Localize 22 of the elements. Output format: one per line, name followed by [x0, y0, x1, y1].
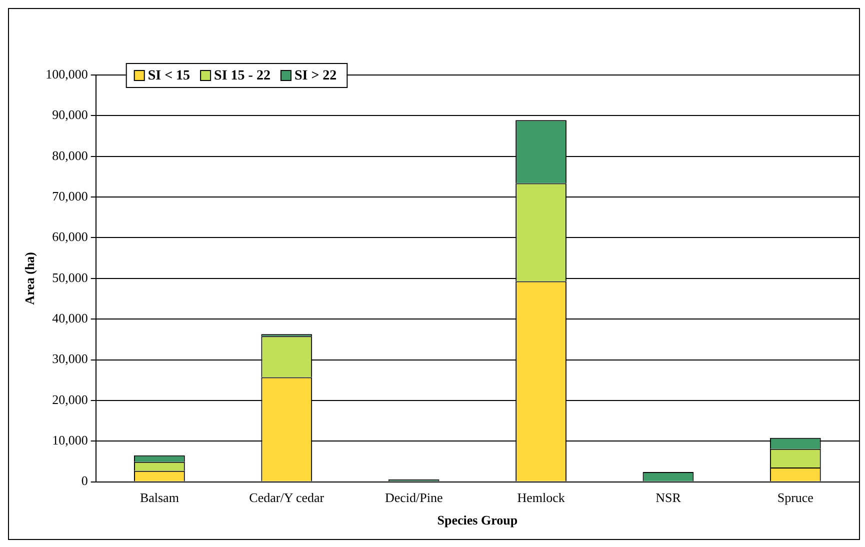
x-tick-label: Spruce: [777, 490, 814, 506]
y-tick-label: 40,000: [52, 310, 88, 326]
y-tick-label: 50,000: [52, 270, 88, 285]
y-tick-label: 10,000: [52, 432, 88, 448]
x-tick-label: Decid/Pine: [384, 490, 443, 506]
y-tick-label: 20,000: [52, 392, 88, 407]
x-tick-label: Cedar/Y cedar: [249, 490, 325, 506]
x-tick-label: NSR: [656, 490, 682, 506]
y-tick-label: 60,000: [52, 229, 88, 244]
y-tick-label: 80,000: [52, 148, 88, 163]
legend-label: SI < 15: [148, 68, 190, 84]
legend-label: SI 15 - 22: [214, 68, 270, 84]
legend-label: SI > 22: [294, 68, 337, 84]
x-axis-title: Species Group: [437, 512, 518, 528]
x-tick-label: Hemlock: [517, 490, 566, 506]
y-tick-label: 30,000: [52, 351, 88, 366]
y-tick-label: 70,000: [52, 188, 88, 204]
y-tick-label: 0: [81, 473, 88, 488]
y-axis-title: Area (ha): [22, 252, 38, 305]
x-tick-label: Balsam: [140, 490, 179, 506]
y-tick-label: 100,000: [46, 66, 88, 82]
y-tick-label: 90,000: [52, 107, 88, 122]
